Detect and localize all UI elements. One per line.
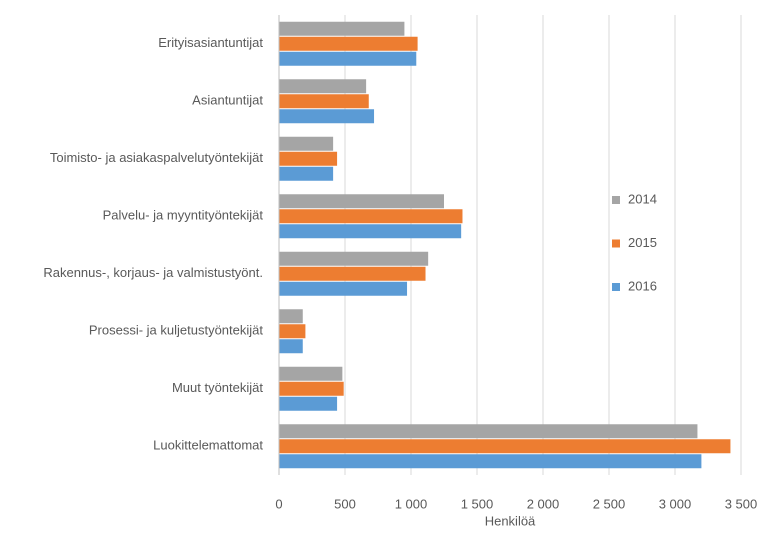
- y-tick-label: Prosessi- ja kuljetustyöntekijät: [89, 323, 264, 338]
- bar: [279, 109, 375, 124]
- x-tick-label: 0: [275, 496, 282, 511]
- bar: [279, 94, 369, 109]
- bar: [279, 324, 306, 339]
- y-tick-label: Toimisto- ja asiakaspalvelutyöntekijät: [50, 150, 264, 165]
- bar: [279, 424, 698, 439]
- bar: [279, 339, 303, 354]
- bar: [279, 36, 418, 51]
- legend-swatch: [612, 196, 620, 204]
- bar: [279, 454, 702, 469]
- bar: [279, 21, 405, 36]
- x-tick-label: 1 500: [461, 496, 494, 511]
- bar: [279, 79, 367, 94]
- x-tick-label: 3 000: [659, 496, 692, 511]
- x-tick-label: 2 000: [527, 496, 560, 511]
- x-tick-label: 2 500: [593, 496, 626, 511]
- y-tick-label: Palvelu- ja myyntityöntekijät: [103, 208, 264, 223]
- y-tick-label: Muut työntekijät: [172, 380, 263, 395]
- y-tick-label: Rakennus-, korjaus- ja valmistustyönt.: [43, 265, 263, 280]
- bar: [279, 281, 408, 296]
- bar: [279, 439, 731, 454]
- y-tick-label: Erityisasiantuntijat: [158, 35, 263, 50]
- x-axis-title: Henkilöä: [485, 513, 536, 528]
- bar: [279, 209, 463, 224]
- bar: [279, 51, 417, 66]
- x-tick-label: 1 000: [395, 496, 428, 511]
- bar: [279, 396, 338, 411]
- x-tick-label: 3 500: [725, 496, 758, 511]
- y-tick-label: Luokittelemattomat: [153, 438, 263, 453]
- legend-swatch: [612, 283, 620, 291]
- legend-label: 2015: [628, 235, 657, 250]
- bar: [279, 309, 303, 324]
- y-tick-label: Asiantuntijat: [192, 93, 263, 108]
- bar: [279, 151, 338, 166]
- bar: [279, 194, 444, 209]
- bar: [279, 166, 334, 181]
- legend-label: 2016: [628, 278, 657, 293]
- bar: [279, 266, 426, 281]
- legend-swatch: [612, 239, 620, 248]
- legend-label: 2014: [628, 191, 657, 206]
- x-tick-label: 500: [334, 496, 356, 511]
- bar: [279, 381, 344, 396]
- bar: [279, 366, 343, 381]
- bar: [279, 251, 429, 266]
- bar: [279, 224, 462, 239]
- bar: [279, 136, 334, 151]
